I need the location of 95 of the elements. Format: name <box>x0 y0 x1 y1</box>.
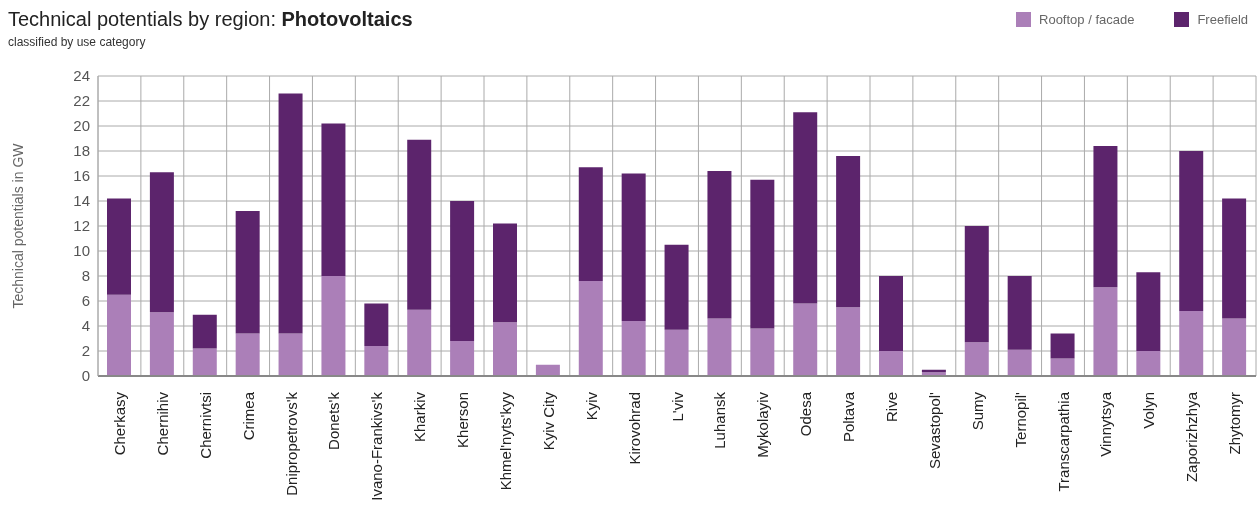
bar <box>664 329 689 376</box>
x-tick-label: Zhytomyr <box>1226 392 1244 455</box>
x-tick-label: Poltava <box>840 391 858 443</box>
x-tick-label: L'viv <box>668 391 686 422</box>
x-tick-label: Chernivtsi <box>196 392 214 459</box>
y-tick-label: 2 <box>81 342 90 360</box>
bar <box>1093 287 1118 376</box>
x-tick-label: Luhansk <box>711 391 729 449</box>
x-tick-label: Vinnytsya <box>1097 391 1115 457</box>
y-tick-label: 22 <box>73 92 90 110</box>
x-tick-label: Mykolayiv <box>754 391 772 458</box>
x-tick-label: Dnipropetrovs'k <box>282 391 300 496</box>
bar <box>621 321 646 376</box>
bar <box>235 333 260 376</box>
bar <box>836 307 861 376</box>
bar <box>192 314 217 349</box>
bar <box>1007 276 1032 350</box>
bar <box>1136 272 1161 351</box>
bar <box>578 167 603 281</box>
bar <box>1050 333 1075 359</box>
x-tick-label: Kirovohrad <box>625 392 643 465</box>
bar <box>1136 351 1161 376</box>
x-tick-label: Sevastopol' <box>925 391 943 470</box>
y-tick-label: 20 <box>73 117 90 135</box>
bar <box>707 318 732 376</box>
x-tick-label: Rive <box>882 392 900 423</box>
bar <box>107 294 131 376</box>
y-tick-label: 8 <box>81 267 90 285</box>
x-tick-label: Chernihiv <box>153 391 171 456</box>
bar <box>364 303 389 346</box>
x-tick-label: Donets'k <box>325 391 343 450</box>
y-tick-label: 4 <box>81 317 90 335</box>
bar <box>664 244 689 330</box>
bar <box>321 123 346 276</box>
bar <box>493 223 517 323</box>
x-tick-label: Transcarpathia <box>1054 391 1072 492</box>
bar <box>1093 146 1118 288</box>
bar <box>149 172 174 313</box>
x-tick-label: Volyn <box>1140 392 1158 429</box>
bar <box>964 342 989 376</box>
legend-label: Freefield <box>1197 12 1248 27</box>
y-tick-label: 14 <box>73 192 90 210</box>
bar <box>750 179 775 329</box>
bar <box>278 333 303 376</box>
x-tick-label: Khmel'nyts'kyy <box>496 391 514 491</box>
y-tick-label: 18 <box>73 142 90 160</box>
bar <box>707 171 732 319</box>
bar <box>750 328 775 376</box>
bar <box>964 226 989 343</box>
bar <box>621 173 646 321</box>
y-tick-label: 16 <box>73 167 90 185</box>
bar <box>364 346 389 376</box>
x-tick-label: Ternopil' <box>1011 391 1029 448</box>
bar <box>1222 318 1247 376</box>
bar <box>407 139 432 310</box>
bar <box>450 201 475 341</box>
x-tick-label: Kherson <box>454 392 472 448</box>
bar <box>1179 151 1204 311</box>
bar <box>450 341 475 376</box>
x-tick-label: Crimea <box>239 391 257 441</box>
bar <box>836 156 861 308</box>
x-tick-label: Kyiv City <box>539 391 557 451</box>
y-axis-title: Technical potentials in GW <box>9 142 26 309</box>
bar <box>321 276 346 376</box>
bar <box>107 198 131 295</box>
x-tick-label: Ivano-Frankivs'k <box>368 391 386 501</box>
x-tick-label: Odesa <box>797 391 815 437</box>
bar <box>149 312 174 376</box>
bar <box>879 351 903 376</box>
bar <box>278 93 303 334</box>
y-tick-label: 24 <box>73 67 90 85</box>
x-tick-label: Kyiv <box>582 391 600 421</box>
bar <box>1179 311 1204 376</box>
bar <box>407 309 432 376</box>
bar <box>1050 358 1075 376</box>
bar <box>1007 349 1032 376</box>
chart-title: Technical potentials by region: Photovoltaics <box>8 8 413 30</box>
bar <box>493 322 517 376</box>
y-tick-label: 6 <box>81 292 90 310</box>
x-tick-label: Kharkiv <box>411 391 429 443</box>
legend-label: Rooftop / facade <box>1039 12 1135 27</box>
y-tick-label: 0 <box>81 367 90 385</box>
x-tick-label: Cherkasy <box>110 391 128 456</box>
bar <box>1222 198 1247 319</box>
bar <box>793 303 818 376</box>
bar <box>879 276 903 351</box>
bar <box>578 281 603 376</box>
y-tick-label: 10 <box>73 242 90 260</box>
y-tick-label: 12 <box>73 217 90 235</box>
bar <box>235 211 260 334</box>
bar <box>793 112 818 304</box>
chart-subtitle: classified by use category <box>8 35 146 49</box>
x-tick-label: Sumy <box>968 391 986 431</box>
bar <box>192 348 217 376</box>
x-tick-label: Zaporizhzhya <box>1183 391 1201 483</box>
